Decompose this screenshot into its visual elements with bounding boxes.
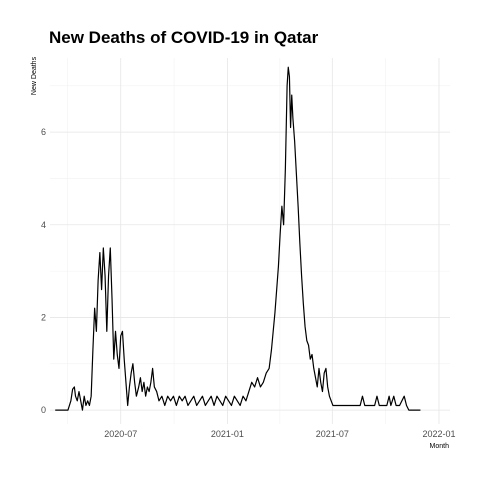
minor-gridlines xyxy=(50,58,450,424)
series-lines xyxy=(55,66,421,411)
y-tick-label: 4 xyxy=(41,220,46,230)
major-gridlines xyxy=(50,58,450,424)
x-tick-label: 2021-01 xyxy=(211,429,244,439)
x-axis-title: Month xyxy=(430,443,450,450)
x-tick-label: 2020-07 xyxy=(104,429,137,439)
chart-title: New Deaths of COVID-19 in Qatar xyxy=(49,28,319,47)
y-tick-label: 6 xyxy=(41,127,46,137)
series-line xyxy=(55,66,421,411)
y-axis-title: New Deaths xyxy=(31,56,38,95)
y-tick-labels: 0 2 4 6 xyxy=(41,127,46,415)
x-tick-label: 2022-01 xyxy=(422,429,455,439)
y-tick-label: 2 xyxy=(41,312,46,322)
x-tick-labels: 2020-07 2021-01 2021-07 2022-01 xyxy=(104,429,455,439)
x-tick-label: 2021-07 xyxy=(316,429,349,439)
y-tick-label: 0 xyxy=(41,405,46,415)
